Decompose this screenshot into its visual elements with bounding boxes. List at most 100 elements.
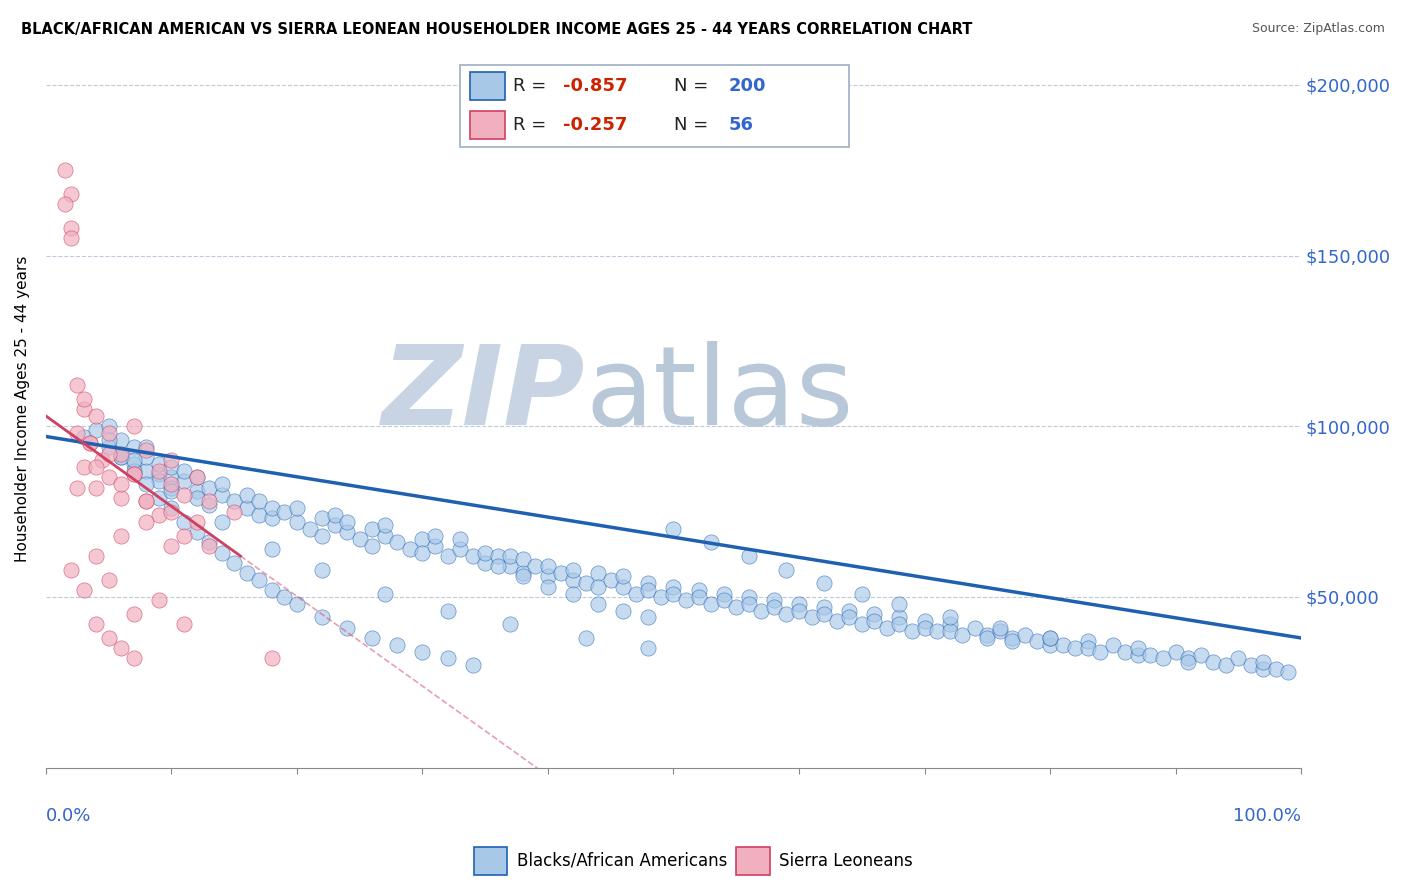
Point	[738, 549, 761, 563]
Point	[91, 453, 114, 467]
Point	[186, 491, 208, 505]
Point	[612, 604, 634, 618]
Point	[53, 163, 76, 178]
Point	[1039, 631, 1062, 645]
Point	[813, 607, 835, 621]
Point	[1227, 651, 1250, 665]
Point	[60, 187, 83, 202]
Point	[863, 607, 886, 621]
Point	[173, 474, 195, 488]
Point	[586, 597, 609, 611]
Point	[122, 453, 145, 467]
Point	[486, 549, 509, 563]
Point	[1189, 648, 1212, 662]
Point	[688, 590, 710, 604]
Point	[1126, 648, 1149, 662]
Point	[260, 583, 283, 598]
Point	[713, 586, 735, 600]
Point	[1277, 665, 1299, 679]
Point	[236, 501, 259, 516]
Point	[914, 614, 936, 628]
Point	[298, 522, 321, 536]
Point	[1101, 638, 1123, 652]
Point	[474, 556, 496, 570]
Point	[186, 470, 208, 484]
Point	[311, 563, 333, 577]
Point	[461, 549, 484, 563]
Point	[186, 484, 208, 499]
Point	[122, 464, 145, 478]
Point	[938, 617, 960, 632]
Point	[1014, 627, 1036, 641]
Point	[79, 436, 101, 450]
Point	[537, 559, 560, 574]
Point	[1026, 634, 1049, 648]
Point	[838, 610, 860, 624]
Point	[110, 450, 132, 464]
Point	[889, 617, 911, 632]
Point	[688, 583, 710, 598]
Point	[449, 542, 471, 557]
Point	[122, 607, 145, 621]
Point	[738, 590, 761, 604]
Point	[66, 378, 89, 392]
Point	[110, 477, 132, 491]
Point	[988, 621, 1011, 635]
Point	[66, 426, 89, 441]
Point	[449, 532, 471, 546]
Point	[135, 515, 157, 529]
Point	[1052, 638, 1074, 652]
Point	[889, 597, 911, 611]
Point	[122, 651, 145, 665]
Point	[1077, 634, 1099, 648]
Point	[273, 505, 295, 519]
Point	[901, 624, 924, 639]
Point	[311, 610, 333, 624]
Point	[72, 392, 94, 406]
Point	[575, 576, 598, 591]
Point	[436, 651, 458, 665]
Point	[950, 627, 973, 641]
Point	[110, 433, 132, 447]
Point	[813, 600, 835, 615]
Point	[135, 440, 157, 454]
Point	[550, 566, 572, 580]
Point	[851, 617, 873, 632]
Point	[825, 614, 848, 628]
Point	[198, 494, 221, 508]
Text: 0.0%: 0.0%	[46, 807, 91, 825]
Point	[1039, 638, 1062, 652]
Point	[1077, 641, 1099, 656]
Point	[1177, 651, 1199, 665]
Point	[387, 535, 409, 549]
Point	[562, 573, 585, 587]
Point	[662, 522, 685, 536]
Point	[423, 539, 446, 553]
Point	[173, 515, 195, 529]
Point	[148, 593, 170, 607]
Text: Blacks/African Americans: Blacks/African Americans	[516, 852, 727, 870]
Point	[236, 487, 259, 501]
Point	[72, 583, 94, 598]
Point	[700, 535, 723, 549]
Point	[135, 494, 157, 508]
Point	[247, 508, 270, 522]
Point	[135, 450, 157, 464]
Point	[110, 528, 132, 542]
Point	[260, 511, 283, 525]
Point	[135, 443, 157, 458]
Point	[148, 508, 170, 522]
Text: BLACK/AFRICAN AMERICAN VS SIERRA LEONEAN HOUSEHOLDER INCOME AGES 25 - 44 YEARS C: BLACK/AFRICAN AMERICAN VS SIERRA LEONEAN…	[21, 22, 973, 37]
Bar	[474, 847, 508, 875]
Point	[411, 645, 433, 659]
Point	[762, 600, 785, 615]
Point	[285, 515, 308, 529]
Point	[273, 590, 295, 604]
Point	[586, 580, 609, 594]
Point	[148, 491, 170, 505]
Point	[224, 505, 246, 519]
Point	[211, 515, 233, 529]
Text: Sierra Leoneans: Sierra Leoneans	[779, 852, 914, 870]
Point	[1202, 655, 1225, 669]
Point	[1039, 631, 1062, 645]
